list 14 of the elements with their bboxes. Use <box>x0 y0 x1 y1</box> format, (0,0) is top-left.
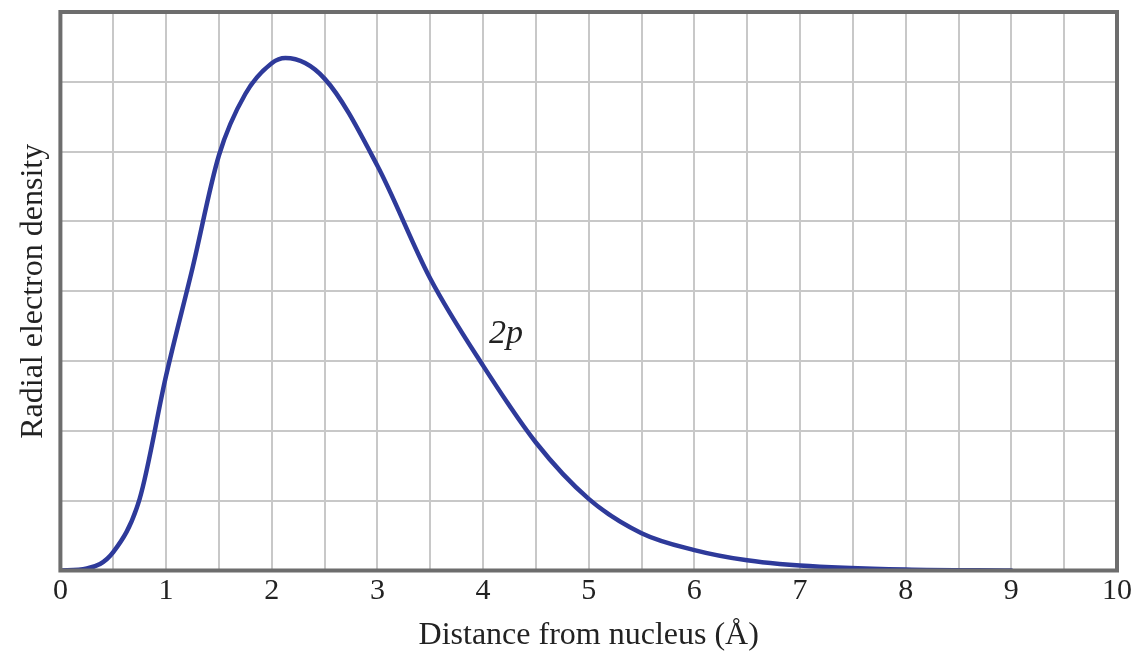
x-tick-label: 1 <box>158 572 174 606</box>
x-tick-label: 4 <box>475 572 491 606</box>
x-tick-label: 3 <box>369 572 385 606</box>
x-tick-label: 8 <box>898 572 914 606</box>
y-axis-title: Radial electron density <box>12 143 49 439</box>
series-label: 2p <box>489 312 524 350</box>
x-tick-label: 10 <box>1102 572 1132 606</box>
x-tick-label: 6 <box>686 572 702 606</box>
x-tick-label: 2 <box>264 572 280 606</box>
x-tick-label: 0 <box>52 572 68 606</box>
x-tick-label: 7 <box>792 572 808 606</box>
x-tick-label: 9 <box>1003 572 1019 606</box>
x-axis-title: Distance from nucleus (Å) <box>418 615 759 652</box>
x-tick-label: 5 <box>581 572 597 606</box>
